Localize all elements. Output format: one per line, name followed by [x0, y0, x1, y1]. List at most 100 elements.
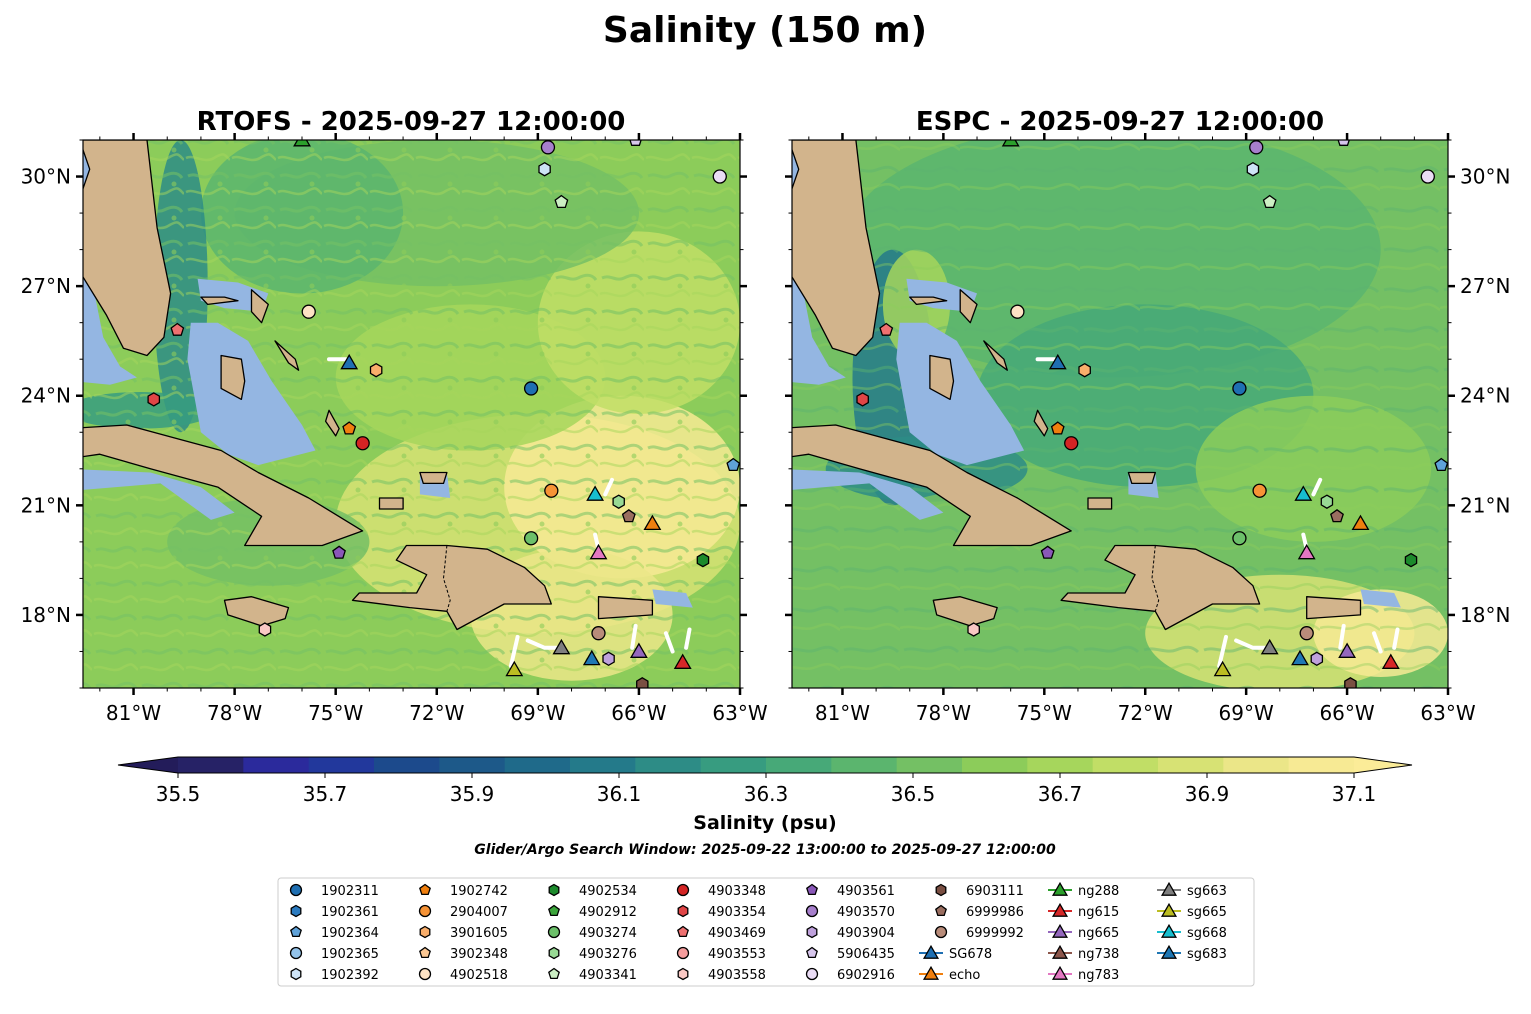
- legend-label: 4902518: [450, 968, 508, 983]
- legend-marker: [1160, 923, 1178, 938]
- observation-marker: [1338, 642, 1357, 658]
- legend-label: 4903348: [708, 884, 766, 899]
- observation-marker: [1299, 626, 1314, 641]
- colorbar-tick-label: 37.1: [1332, 782, 1377, 806]
- observation-markers-rtofs: [147, 140, 763, 688]
- observation-marker: [621, 508, 636, 523]
- legend-marker: [419, 925, 431, 939]
- land-florida: [792, 140, 881, 357]
- map-frame-rtofs: [82, 139, 741, 689]
- glider-track: [508, 634, 520, 669]
- legend-label: sg683: [1187, 947, 1227, 962]
- lat-tick-label: 21°N: [1460, 493, 1510, 517]
- legend-label: 6902916: [837, 968, 895, 983]
- colorbar-over-arrow: [1354, 757, 1412, 773]
- land-abaco: [250, 289, 269, 324]
- shelf-florida-shelf: [792, 140, 846, 385]
- legend-label: 6999992: [966, 926, 1024, 941]
- observation-marker: [612, 494, 625, 509]
- colorbar-under-arrow: [118, 757, 178, 773]
- legend: 1902311 1902361 1902364 1902365 1902392 19027…: [289, 881, 1227, 983]
- observation-marker: [293, 140, 311, 147]
- legend-label: 4902534: [579, 884, 637, 899]
- shelf-pr-shelf: [652, 589, 693, 608]
- legend-label: 1902365: [321, 947, 379, 962]
- legend-label: 4903276: [579, 947, 637, 962]
- colorbar-tick-label: 36.3: [744, 782, 789, 806]
- border-haiti-dr: [442, 545, 451, 612]
- glider-track: [684, 627, 692, 650]
- legend-marker: [1051, 902, 1069, 917]
- observation-marker: [332, 545, 346, 559]
- shelf-great-bahama-bank: [187, 322, 316, 466]
- observation-marker: [1447, 320, 1448, 322]
- observation-marker: [1010, 304, 1025, 319]
- observation-marker: [1291, 649, 1309, 666]
- observation-marker: [554, 194, 569, 209]
- figure-title: Salinity (150 m): [603, 10, 927, 51]
- lon-tick-label: 81°W: [106, 701, 161, 725]
- legend-label: 4903904: [837, 926, 895, 941]
- shallow-shelf-mask-rtofs: [83, 140, 693, 608]
- land-long-island: [324, 409, 340, 437]
- legend-marker: [418, 904, 432, 918]
- colorbar-segment: [1223, 757, 1290, 773]
- land-hispaniola: [1060, 544, 1261, 631]
- shelf-cuba-south-shelf: [792, 469, 944, 520]
- lon-tick-label: 66°W: [1319, 701, 1374, 725]
- legend-marker: [676, 946, 690, 960]
- colorbar-segment: [766, 757, 832, 773]
- map-panel-rtofs: [83, 140, 763, 688]
- legend-marker: [1051, 944, 1069, 959]
- colorbar-segment: [1158, 757, 1224, 773]
- land-hispaniola: [351, 544, 552, 631]
- land-jamaica: [223, 596, 290, 627]
- glider-track: [1311, 477, 1323, 497]
- land-rtofs: [83, 140, 654, 631]
- lat-tick-label: 27°N: [1460, 274, 1510, 298]
- legend-label: 4903553: [708, 947, 766, 962]
- observation-marker: [540, 140, 556, 155]
- colorbar-segment: [896, 757, 963, 773]
- lat-tick-label: 30°N: [1460, 165, 1510, 189]
- observation-marker: [355, 436, 370, 451]
- glider-track: [1338, 623, 1346, 650]
- legend-marker: [548, 967, 560, 980]
- legend-label: sg665: [1187, 905, 1227, 920]
- land-long-island: [1033, 409, 1049, 437]
- observation-marker: [340, 353, 359, 370]
- lat-tick-label: 30°N: [21, 165, 71, 189]
- glider-track: [1372, 631, 1383, 654]
- lat-tick-label: 18°N: [1460, 603, 1510, 627]
- land-cuba: [792, 424, 1072, 547]
- shallow-shelf-mask-espc: [792, 140, 1401, 608]
- observation-marker: [1351, 514, 1370, 531]
- legend-marker: [418, 967, 432, 981]
- legend-marker: [1051, 965, 1069, 980]
- legend-marker: [1051, 881, 1069, 896]
- legend-marker: [548, 946, 560, 960]
- lon-tick-label: 63°W: [1420, 701, 1475, 725]
- legend-label: 3902348: [450, 947, 508, 962]
- observation-marker: [1078, 362, 1091, 378]
- map-frame-espc: [791, 139, 1449, 689]
- colorbar-segment: [178, 757, 244, 773]
- legend-marker: [419, 883, 431, 896]
- observation-marker: [1213, 660, 1232, 677]
- shelf-florida-shelf: [83, 140, 137, 385]
- glider-track: [1217, 634, 1228, 669]
- legend-label: 5906435: [837, 947, 895, 962]
- legend-label: 3901605: [450, 926, 508, 941]
- observation-marker: [751, 338, 763, 350]
- observation-marker: [772, 393, 785, 406]
- legend-marker: [677, 925, 689, 938]
- observation-marker: [739, 320, 740, 321]
- land-turks-caicos: [419, 471, 448, 485]
- observation-marker: [1447, 364, 1448, 369]
- glider-track: [663, 631, 675, 654]
- legend-marker: [922, 944, 940, 959]
- legend-label: ng615: [1078, 905, 1119, 920]
- observation-marker: [726, 457, 740, 472]
- observation-markers-espc: [772, 140, 1448, 688]
